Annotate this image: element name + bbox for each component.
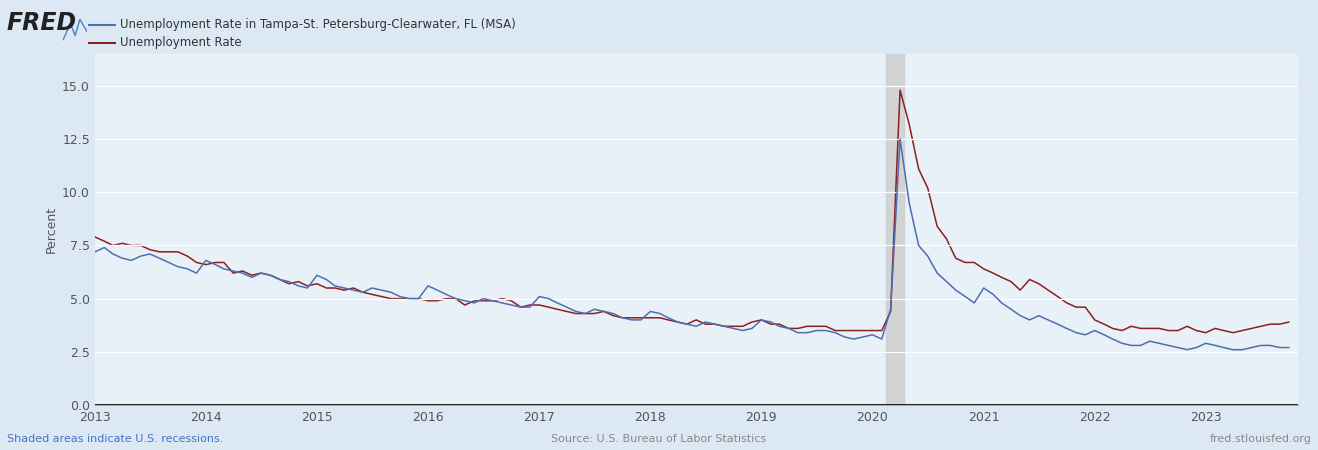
Y-axis label: Percent: Percent [45, 206, 58, 253]
Text: Shaded areas indicate U.S. recessions.: Shaded areas indicate U.S. recessions. [7, 434, 223, 444]
Text: Source: U.S. Bureau of Labor Statistics: Source: U.S. Bureau of Labor Statistics [551, 434, 767, 444]
Text: fred.stlouisfed.org: fred.stlouisfed.org [1210, 434, 1311, 444]
Text: Unemployment Rate: Unemployment Rate [120, 36, 241, 49]
Text: Unemployment Rate in Tampa-St. Petersburg-Clearwater, FL (MSA): Unemployment Rate in Tampa-St. Petersbur… [120, 18, 515, 31]
Text: FRED: FRED [7, 11, 76, 35]
Bar [886, 54, 904, 405]
